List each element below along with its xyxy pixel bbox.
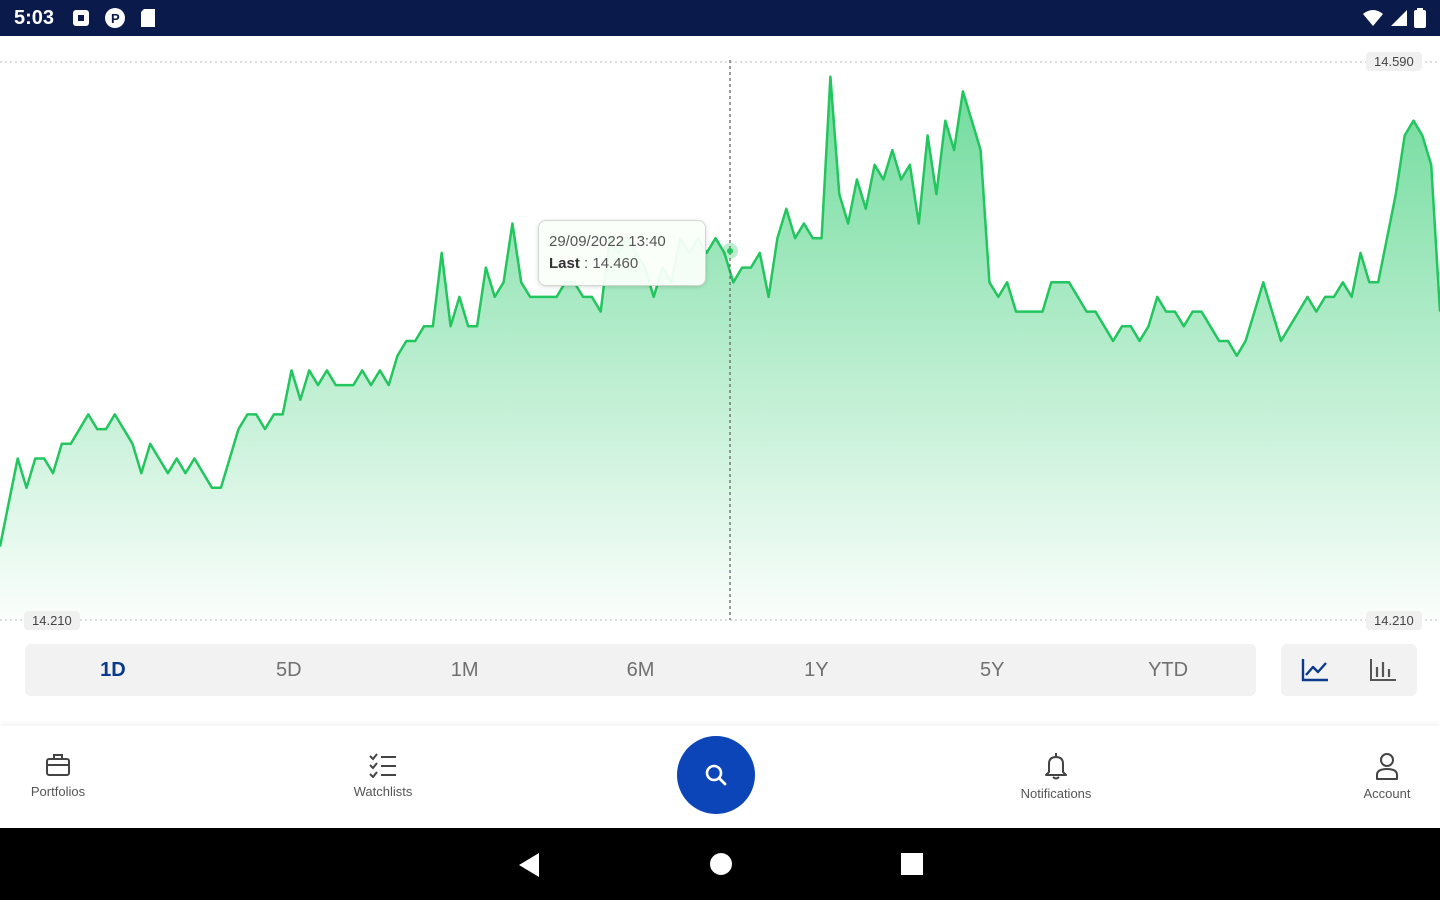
status-bar: 5:03 P — [0, 0, 1440, 36]
line-chart-icon — [1301, 659, 1328, 682]
price-high-tag: 14.590 — [1366, 52, 1422, 71]
range-ytd-button[interactable]: YTD — [1148, 658, 1189, 681]
range-6m-button[interactable]: 6M — [626, 658, 655, 681]
tooltip-last: Last : 14.460 — [549, 253, 695, 275]
tooltip-datetime: 29/09/2022 13:40 — [549, 233, 666, 250]
chart-type-selector — [1281, 644, 1417, 696]
nav-account[interactable]: Account — [1327, 752, 1440, 801]
nav-portfolios-label: Portfolios — [30, 784, 86, 799]
chart-tooltip: 29/09/2022 13:40 Last : 14.460 — [538, 220, 706, 286]
sd-card-icon — [141, 9, 156, 27]
checklist-icon — [369, 753, 396, 778]
crosshair-point-inner — [727, 248, 733, 254]
range-5y-button[interactable]: 5Y — [979, 658, 1005, 681]
line-chart-button[interactable] — [1295, 650, 1335, 690]
nav-watchlists[interactable]: Watchlists — [323, 752, 443, 799]
tooltip-last-value: : 14.460 — [584, 255, 639, 272]
home-icon[interactable] — [709, 852, 733, 876]
status-time: 5:03 — [14, 6, 55, 29]
price-low-left-tag: 14.210 — [24, 611, 80, 630]
status-icons-left: P — [72, 7, 156, 29]
back-icon[interactable] — [517, 852, 541, 878]
nav-account-label: Account — [1363, 786, 1411, 801]
price-area — [0, 76, 1440, 620]
bottom-navigation: Portfolios Watchlists Notifications Acco… — [0, 726, 1440, 828]
range-1d-button[interactable]: 1D — [100, 658, 126, 681]
price-chart-svg[interactable] — [0, 36, 1440, 636]
nav-portfolios[interactable]: Portfolios — [0, 752, 118, 799]
range-1y-button[interactable]: 1Y — [804, 658, 829, 681]
briefcase-icon — [46, 754, 70, 776]
battery-icon — [1414, 8, 1426, 28]
svg-text:P: P — [111, 11, 120, 26]
nav-notifications[interactable]: Notifications — [996, 752, 1116, 801]
system-navigation — [0, 828, 1440, 900]
range-5d-button[interactable]: 5D — [276, 658, 302, 681]
status-icons-right — [1362, 8, 1426, 28]
cell-signal-icon — [1391, 10, 1407, 26]
recents-icon[interactable] — [900, 852, 924, 876]
time-range-selector: 1D 5D 1M 6M 1Y 5Y YTD — [25, 644, 1256, 696]
search-button[interactable] — [677, 736, 755, 814]
user-icon — [1376, 753, 1398, 780]
tooltip-last-label: Last — [549, 255, 580, 272]
app-p-icon: P — [105, 8, 126, 28]
search-icon — [705, 764, 727, 786]
notification-square-icon — [73, 10, 90, 26]
price-chart[interactable]: 14.590 14.210 14.210 29/09/2022 13:40 La… — [0, 36, 1440, 636]
nav-watchlists-label: Watchlists — [353, 784, 413, 799]
bar-chart-icon — [1370, 659, 1396, 681]
nav-notifications-label: Notifications — [1020, 786, 1092, 801]
wifi-icon — [1363, 10, 1383, 26]
bell-icon — [1045, 753, 1067, 780]
price-low-right-tag: 14.210 — [1366, 611, 1422, 630]
bar-chart-button[interactable] — [1363, 650, 1403, 690]
range-1m-button[interactable]: 1M — [450, 658, 479, 681]
price-line — [0, 75, 1440, 547]
